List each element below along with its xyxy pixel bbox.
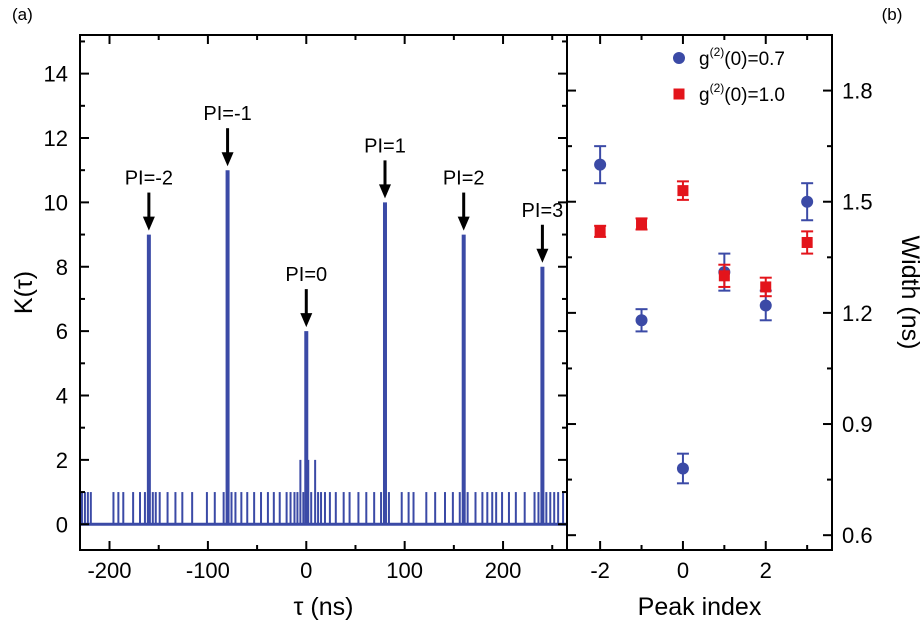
data-point-square [636, 218, 648, 230]
legend-label: g(2)(0)=1.0 [699, 81, 785, 106]
arrow-head [300, 313, 313, 328]
peak-annotation: PI=-1 [203, 103, 251, 125]
y-tick-label: 1.8 [842, 79, 873, 104]
y-tick-label: 1.5 [842, 190, 873, 215]
data-point-circle [594, 158, 607, 171]
y-tick-label: 0 [56, 512, 68, 537]
peak-annotation: PI=1 [364, 135, 406, 157]
y-axis-title: K(τ) [10, 271, 38, 314]
y-tick-label: 0.9 [842, 412, 873, 437]
y-tick-label: 14 [44, 62, 68, 87]
legend-label: g(2)(0)=0.7 [699, 45, 785, 70]
y-tick-label: 4 [56, 384, 68, 409]
x-tick-label: 0 [677, 558, 689, 583]
data-point-circle [635, 314, 648, 327]
x-axis-title: Peak index [638, 593, 762, 621]
arrow-head [457, 216, 470, 231]
data-point-square [760, 281, 772, 293]
data-point-square [677, 185, 689, 197]
x-tick-label: 0 [300, 558, 312, 583]
x-tick-label: -2 [590, 558, 610, 583]
data-point-circle [759, 299, 772, 312]
legend-marker-square [673, 88, 685, 100]
arrow-head [142, 216, 155, 231]
x-axis-title: τ (ns) [294, 593, 354, 621]
y-axis-title: Width (ns) [896, 236, 920, 350]
x-tick-label: 100 [386, 558, 423, 583]
panel-b-frame [566, 34, 833, 551]
data-point-circle [801, 195, 814, 208]
x-tick-label: -200 [87, 558, 131, 583]
x-tick-label: 200 [485, 558, 522, 583]
x-tick-label: 2 [760, 558, 772, 583]
y-tick-label: 8 [56, 255, 68, 280]
peak-annotation: PI=2 [443, 168, 485, 190]
panel-a-k-tau-plot: -200 -100 0 100 200 0 2 4 6 8 10 12 14 τ (ns) K(τ) (a) P… [10, 5, 568, 621]
data-point-square [801, 236, 813, 248]
arrow-head [536, 248, 549, 263]
y-tick-label: 6 [56, 319, 68, 344]
data-point-circle [676, 462, 689, 475]
panel-label: (a) [12, 5, 33, 24]
panel-a-frame [79, 34, 568, 551]
x-tick-label: -100 [186, 558, 230, 583]
panel-b-width-plot: -2 0 2 0.6 0.9 1.2 1.5 1.8 Peak index Width (ns) (… [566, 5, 920, 621]
y-tick-label: 1.2 [842, 301, 873, 326]
legend-marker-circle [673, 52, 685, 64]
y-tick-label: 12 [44, 126, 68, 151]
panel-label: (b) [882, 5, 903, 24]
arrow-head [378, 184, 391, 199]
peak-annotation: PI=3 [522, 200, 564, 222]
peak-annotation: PI=0 [285, 264, 327, 286]
peak-annotation: PI=-2 [125, 168, 173, 190]
data-point-square [718, 270, 730, 282]
data-point-square [594, 225, 606, 237]
y-tick-label: 0.6 [842, 523, 873, 548]
arrow-head [221, 152, 234, 167]
y-tick-label: 2 [56, 448, 68, 473]
y-tick-label: 10 [44, 190, 68, 215]
